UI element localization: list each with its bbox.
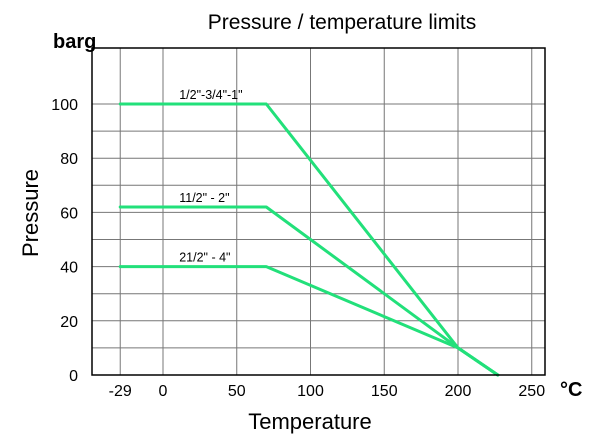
x-tick-label: -29	[109, 383, 132, 400]
series-label: 21/2" - 4"	[179, 251, 230, 265]
y-tick-label: 40	[60, 260, 78, 277]
x-axis-unit: °C	[560, 379, 582, 401]
x-tick-label: 150	[371, 383, 398, 400]
y-tick-label: 100	[51, 97, 78, 114]
chart-title: Pressure / temperature limits	[208, 11, 476, 34]
y-tick-label: 60	[60, 205, 78, 222]
series-lines	[118, 102, 500, 377]
series-label: 11/2" - 2"	[179, 191, 229, 205]
x-tick-label: 0	[159, 383, 168, 400]
x-tick-label: 100	[297, 383, 324, 400]
x-tick-label: 50	[228, 383, 246, 400]
series-labels: 1/2"-3/4"-1" 11/2" - 2" 21/2" - 4"	[179, 88, 242, 265]
y-tick-label: 80	[60, 151, 78, 168]
x-tick-label: 200	[445, 383, 472, 400]
y-axis-title: Pressure	[18, 169, 43, 257]
y-axis-unit: barg	[53, 31, 96, 53]
grid	[92, 48, 545, 375]
series-label: 1/2"-3/4"-1"	[179, 88, 242, 102]
x-tick-label: 250	[518, 383, 545, 400]
series-line	[118, 205, 500, 377]
plot-frame	[91, 47, 546, 376]
tick-labels: 0 20 40 60 80 100 -29 0 50 100 150 200 250	[51, 97, 545, 400]
x-axis-title: Temperature	[248, 409, 372, 434]
y-tick-label: 0	[69, 368, 78, 385]
series-line	[118, 265, 500, 377]
y-tick-label: 20	[60, 314, 78, 331]
